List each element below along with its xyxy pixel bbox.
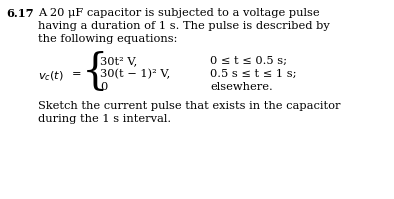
Text: =: =: [72, 69, 82, 79]
Text: A 20 μF capacitor is subjected to a voltage pulse: A 20 μF capacitor is subjected to a volt…: [38, 8, 320, 18]
Text: the following equations:: the following equations:: [38, 34, 177, 44]
Text: having a duration of 1 s. The pulse is described by: having a duration of 1 s. The pulse is d…: [38, 21, 330, 31]
Text: {: {: [82, 51, 108, 93]
Text: 6.17: 6.17: [6, 8, 33, 19]
Text: elsewhere.: elsewhere.: [210, 82, 273, 92]
Text: Sketch the current pulse that exists in the capacitor: Sketch the current pulse that exists in …: [38, 101, 340, 111]
Text: 30t² V,: 30t² V,: [100, 56, 137, 66]
Text: during the 1 s interval.: during the 1 s interval.: [38, 114, 171, 124]
Text: $v_c(t)$: $v_c(t)$: [38, 69, 64, 83]
Text: 0 ≤ t ≤ 0.5 s;: 0 ≤ t ≤ 0.5 s;: [210, 56, 287, 66]
Text: 0.5 s ≤ t ≤ 1 s;: 0.5 s ≤ t ≤ 1 s;: [210, 69, 297, 79]
Text: 0: 0: [100, 82, 107, 92]
Text: 30(t − 1)² V,: 30(t − 1)² V,: [100, 69, 170, 79]
